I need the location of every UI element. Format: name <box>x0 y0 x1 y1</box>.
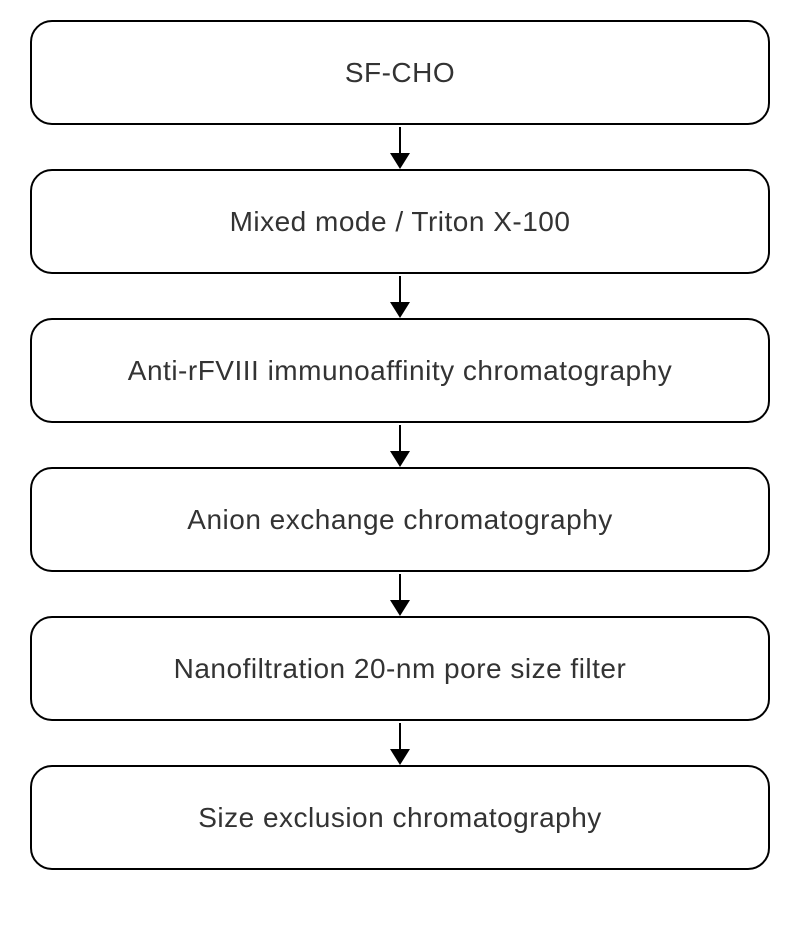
arrow-down-icon <box>399 127 402 167</box>
arrow-down-icon <box>399 574 402 614</box>
flow-step-3-label: Anti-rFVIII immunoaffinity chromatograph… <box>128 355 672 387</box>
flow-step-5: Nanofiltration 20-nm pore size filter <box>30 616 770 721</box>
flow-step-2: Mixed mode / Triton X-100 <box>30 169 770 274</box>
flow-step-4: Anion exchange chromatography <box>30 467 770 572</box>
flowchart-container: SF-CHO Mixed mode / Triton X-100 Anti-rF… <box>0 20 800 870</box>
flow-step-6-label: Size exclusion chromatography <box>198 802 602 834</box>
flow-step-1-label: SF-CHO <box>345 57 455 89</box>
flow-step-3: Anti-rFVIII immunoaffinity chromatograph… <box>30 318 770 423</box>
arrow-down-icon <box>399 723 402 763</box>
flow-step-1: SF-CHO <box>30 20 770 125</box>
flow-step-6: Size exclusion chromatography <box>30 765 770 870</box>
flow-step-5-label: Nanofiltration 20-nm pore size filter <box>174 653 627 685</box>
arrow-down-icon <box>399 425 402 465</box>
arrow-down-icon <box>399 276 402 316</box>
flow-step-4-label: Anion exchange chromatography <box>187 504 612 536</box>
flow-step-2-label: Mixed mode / Triton X-100 <box>230 206 571 238</box>
